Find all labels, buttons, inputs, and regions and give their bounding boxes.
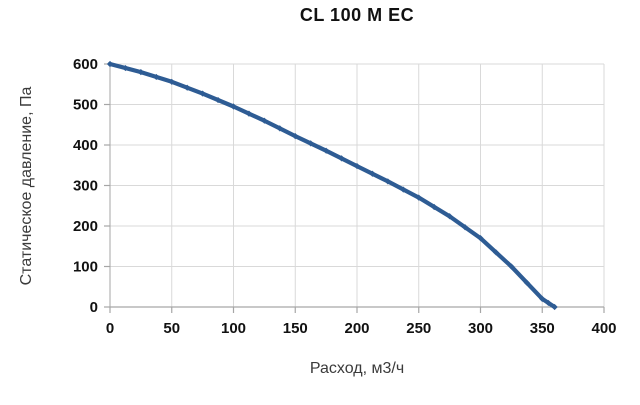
curve-marker — [184, 84, 191, 91]
curve-marker — [384, 178, 391, 185]
y-axis-title: Статическое давление, Па — [18, 86, 35, 286]
curve-marker — [292, 132, 299, 140]
curve-marker — [137, 69, 144, 76]
curve-marker — [461, 224, 469, 231]
x-tick-labels: 0 50 100 150 200 250 300 350 400 — [106, 320, 617, 337]
curve-marker — [369, 170, 376, 177]
curve-marker — [353, 162, 361, 170]
curve-marker — [307, 140, 314, 147]
curve-marker — [446, 213, 453, 220]
curve-marker — [199, 90, 206, 97]
curve-marker — [106, 60, 114, 68]
x-axis-title: Расход, м3/ч — [309, 360, 405, 377]
curve-marker — [523, 279, 530, 286]
y-tick-label: 200 — [73, 218, 98, 235]
curve-marker — [551, 303, 558, 311]
curve-marker — [415, 194, 422, 201]
y-tick-label: 600 — [73, 56, 98, 73]
x-tick-label: 100 — [221, 320, 246, 337]
y-tick-label: 0 — [90, 299, 98, 316]
curve-marker — [477, 235, 484, 242]
curve-marker — [153, 73, 160, 81]
curve-marker — [492, 249, 500, 256]
x-tick-label: 50 — [163, 320, 180, 337]
curve-marker — [276, 125, 283, 132]
x-tick-label: 250 — [406, 320, 431, 337]
curve-marker — [323, 147, 330, 154]
tick-marks — [104, 63, 605, 313]
x-tick-label: 0 — [106, 320, 114, 337]
y-tick-label: 400 — [73, 137, 98, 154]
curve-marker — [431, 203, 438, 211]
curve-marker — [338, 155, 345, 162]
curve-marker — [122, 64, 129, 72]
curve-marker — [230, 103, 237, 110]
curve-marker — [261, 117, 268, 124]
x-tick-label: 350 — [530, 320, 555, 337]
curve-marker — [539, 295, 546, 302]
x-tick-label: 150 — [283, 320, 308, 337]
pressure-flow-curve — [106, 60, 558, 311]
curve-marker — [214, 96, 222, 104]
y-tick-label: 300 — [73, 178, 98, 195]
y-tick-label: 100 — [73, 259, 98, 276]
curve-marker — [400, 186, 407, 193]
y-tick-labels: 0 100 200 300 400 500 600 — [73, 56, 98, 316]
x-tick-label: 400 — [591, 320, 616, 337]
curve-marker — [545, 299, 552, 307]
curve-marker — [168, 78, 175, 85]
curve-marker — [245, 110, 253, 117]
y-tick-label: 500 — [73, 97, 98, 114]
curve-marker — [508, 263, 515, 270]
grid-lines — [109, 63, 605, 308]
x-tick-label: 300 — [468, 320, 493, 337]
chart-title: CL 100 M EC — [299, 5, 415, 25]
x-tick-label: 200 — [344, 320, 369, 337]
